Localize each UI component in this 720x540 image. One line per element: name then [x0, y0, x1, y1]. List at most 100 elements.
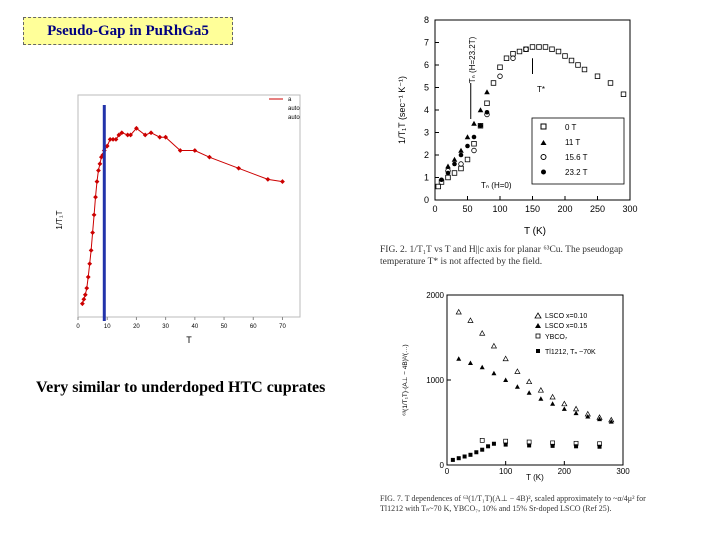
tr-legend-marker-156t	[540, 154, 547, 160]
left-plot-ticks: 0 10 20 30 40 50 60 70	[76, 317, 286, 330]
br-point-lsco10	[467, 317, 474, 323]
left-plot-frame	[77, 94, 301, 318]
tr-x-tick-label: 0	[432, 204, 437, 214]
br-plot-ticks: 0 100 200 300 0 1000 2000	[426, 291, 630, 476]
left-data-point	[94, 179, 100, 184]
br-legend-entry: Tl1212, Tₙ ~70K	[545, 349, 596, 356]
tr-y-tick-label: 1	[424, 173, 429, 183]
br-x-tick-label: 300	[616, 467, 630, 476]
br-point-lsco15	[514, 384, 520, 389]
br-point-lsco15	[491, 370, 497, 376]
br-point-lsco10	[479, 330, 486, 336]
tr-point-156t	[510, 55, 516, 61]
left-data-point	[134, 125, 139, 131]
br-point-lsco15	[573, 410, 579, 416]
tr-y-tick-label: 3	[424, 128, 429, 138]
tr-x-tick-label: 150	[525, 204, 540, 214]
left-x-tick-label: 70	[279, 324, 286, 330]
left-legend-entry: auto	[288, 115, 300, 121]
left-plot-marks	[79, 105, 285, 321]
tr-plot-marks	[435, 44, 627, 190]
tr-point-156t	[458, 161, 464, 167]
br-point-lsco15	[503, 377, 509, 382]
br-point-tl1212	[503, 442, 508, 447]
left-data-point	[116, 132, 122, 138]
tr-point-156t	[523, 46, 529, 52]
tr-point-0t	[435, 183, 441, 190]
br-point-tl1212	[574, 444, 579, 449]
tr-point-0t	[497, 64, 503, 70]
br-point-tl1212	[550, 443, 555, 448]
tr-plot-xlabel: T (K)	[524, 226, 546, 237]
tr-y-tick-label: 2	[424, 150, 429, 160]
tr-y-tick-label: 5	[424, 83, 429, 93]
left-x-tick-label: 10	[104, 324, 111, 330]
br-point-tl1212	[462, 454, 467, 459]
br-point-lsco10	[549, 393, 556, 400]
left-x-tick-label: 30	[162, 324, 169, 330]
tr-point-232t	[465, 143, 470, 149]
br-x-tick-label: 0	[445, 467, 450, 476]
tr-y-tick-label: 4	[424, 105, 429, 115]
br-legend-marker-lsco15	[535, 323, 541, 328]
br-point-lsco15	[608, 419, 614, 424]
br-legend-marker-lsco10	[534, 312, 542, 319]
tr-point-11t	[484, 89, 490, 95]
left-plot: 0 10 20 30 40 50 60 70 T 1/T₁T a auto auto	[50, 85, 310, 350]
br-y-tick-label: 0	[440, 461, 445, 470]
br-point-lsco15	[538, 396, 544, 401]
tr-point-232t	[452, 161, 457, 167]
tr-x-tick-label: 250	[590, 204, 605, 214]
br-point-lsco15	[467, 360, 473, 365]
tr-legend-marker-11t	[540, 140, 547, 145]
left-x-tick-label: 0	[76, 324, 80, 330]
br-point-ybco	[479, 438, 485, 443]
tr-y-tick-label: 0	[424, 195, 429, 205]
left-legend-entry: auto	[288, 106, 300, 112]
tr-x-tick-label: 300	[622, 204, 637, 214]
tr-point-0t	[503, 55, 510, 61]
br-y-tick-label: 1000	[426, 376, 444, 385]
tr-legend-entry: 23.2 T	[565, 168, 588, 177]
br-point-lsco15	[479, 364, 485, 370]
slide-subtitle: Very similar to underdoped HTC cuprates	[36, 379, 326, 396]
tr-point-232t	[439, 177, 444, 183]
tr-y-tick-label: 6	[424, 60, 429, 70]
br-point-lsco15	[526, 390, 532, 395]
tr-legend-box	[531, 117, 625, 185]
left-data-point	[81, 296, 87, 302]
tr-plot-ticks: 0 50 100 150 200 250 300 0 1 2 3 4 5 6 7 8	[424, 15, 638, 214]
br-point-tl1212	[527, 443, 532, 448]
left-data-point	[113, 137, 119, 142]
left-data-point	[87, 261, 93, 267]
tr-legend-entry: 0 T	[565, 123, 577, 132]
left-data-point	[207, 154, 212, 160]
tr-point-232t	[471, 134, 477, 140]
left-x-tick-label: 20	[133, 324, 140, 330]
tr-point-11t	[477, 107, 484, 113]
br-point-lsco10	[514, 368, 521, 374]
br-point-tl1212	[468, 452, 473, 457]
left-plot-legend: a auto auto	[269, 97, 300, 121]
tr-point-0t	[451, 170, 458, 176]
br-point-tl1212	[474, 450, 479, 455]
left-data-point	[84, 285, 90, 291]
br-point-lsco10	[502, 355, 509, 362]
tr-point-0t	[562, 53, 568, 59]
left-data-point	[85, 274, 91, 280]
tr-point-0t	[549, 46, 555, 52]
left-data-point	[104, 143, 110, 149]
left-data-point	[142, 132, 148, 138]
br-plot-ylabel: ⁶³(1/T₁T)·(A⊥ − 4B)²/(…)	[402, 344, 409, 415]
br-plot-frame	[446, 294, 624, 466]
tr-x-tick-label: 50	[462, 204, 472, 214]
tr-point-0t	[490, 80, 497, 86]
tr-point-156t	[471, 147, 477, 154]
tr-legend-marker-232t	[541, 169, 546, 175]
tr-annotation-tc-zero: Tₙ (H=0)	[481, 181, 512, 190]
tr-y-tick-label: 7	[424, 38, 429, 48]
br-plot-legend: LSCO x=0.10 LSCO x=0.15 YBCO₇ Tl1212, Tₙ…	[534, 312, 596, 356]
br-legend-entry: LSCO x=0.15	[545, 323, 587, 330]
left-data-point	[280, 179, 285, 184]
tr-point-0t	[620, 91, 627, 97]
